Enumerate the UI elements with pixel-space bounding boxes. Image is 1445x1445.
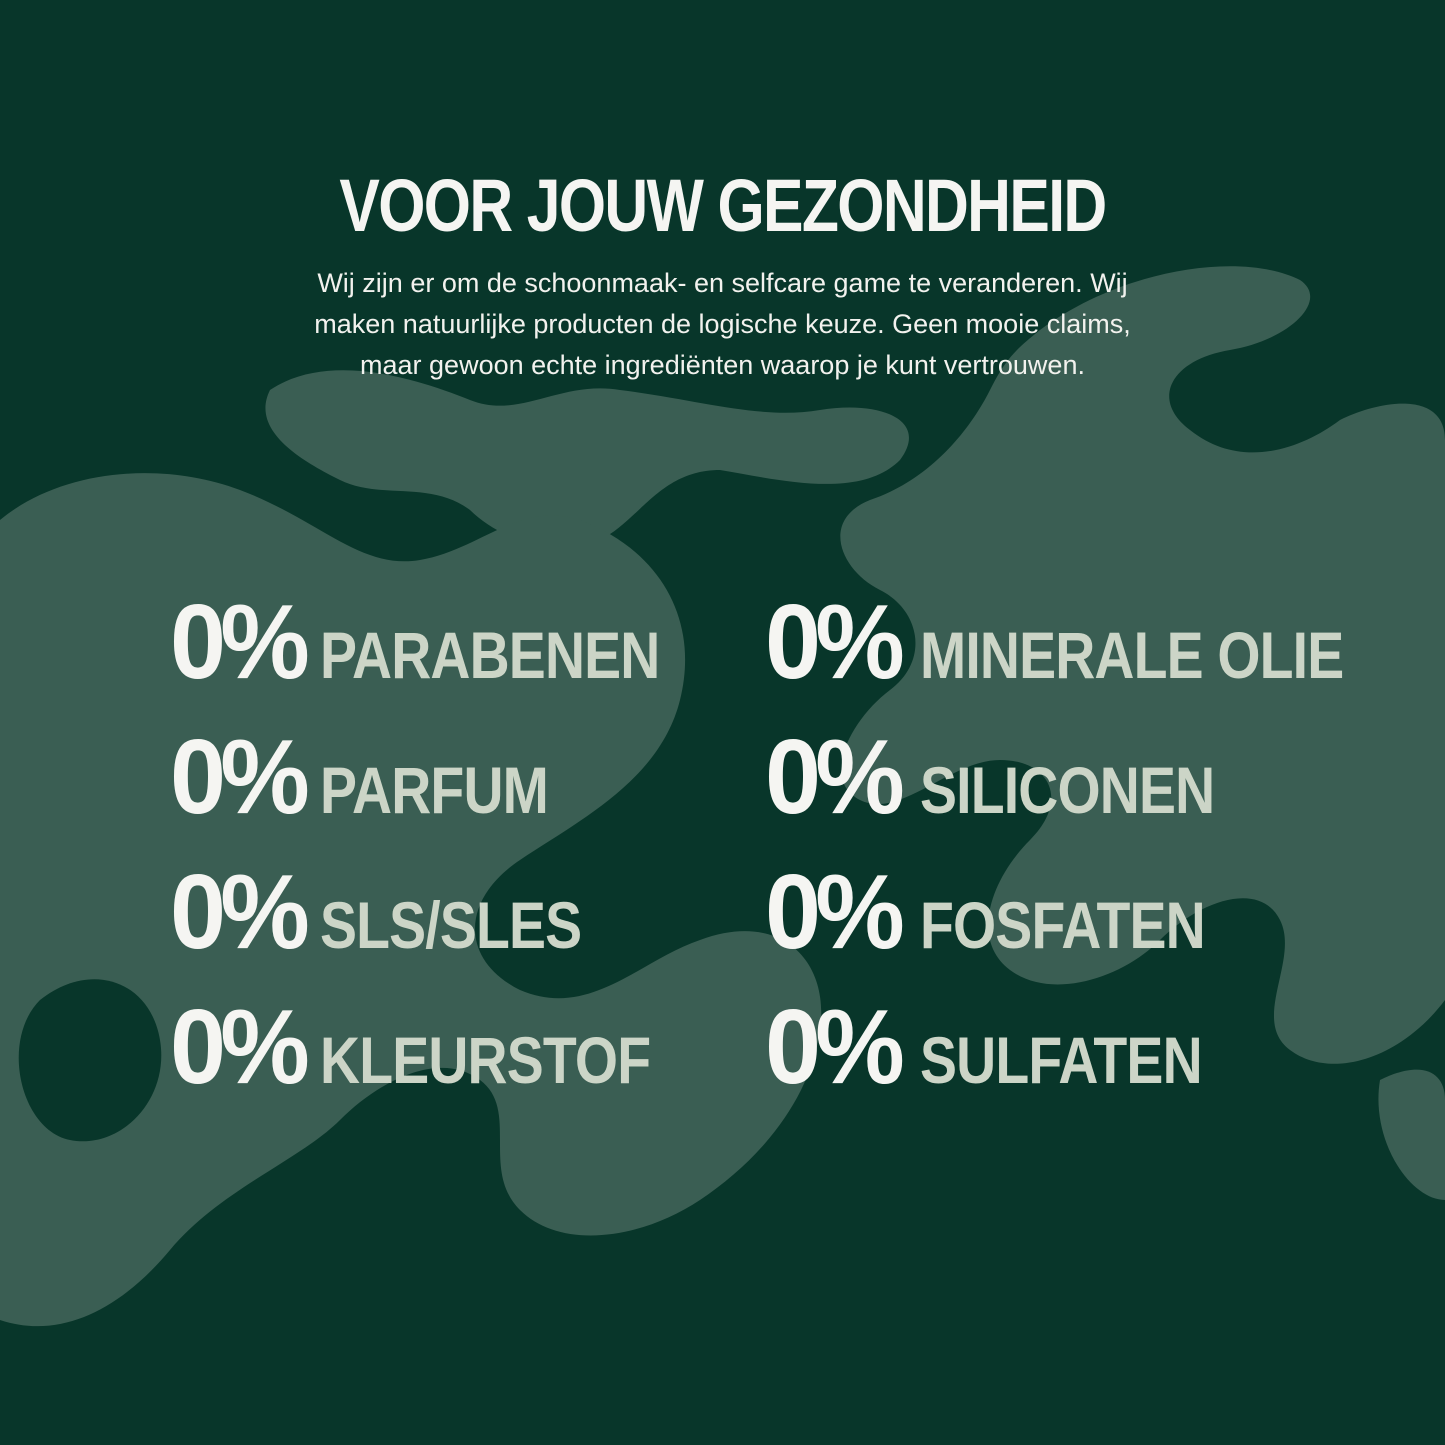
- stat-value: 0%: [170, 718, 310, 836]
- stat-parabenen: 0% PARABENEN: [170, 582, 724, 703]
- stat-value: 0%: [170, 583, 310, 701]
- stat-fosfaten: 0% FOSFATEN: [765, 852, 1259, 973]
- stat-value: 0%: [170, 988, 310, 1106]
- stat-kleurstof: 0% KLEURSTOF: [170, 987, 713, 1108]
- stat-label: MINERALE OLIE: [920, 618, 1344, 692]
- stat-label: FOSFATEN: [920, 888, 1206, 962]
- stat-sls-sles: 0% SLS/SLES: [170, 852, 631, 973]
- intro-text: Wij zijn er om de schoonmaak- en selfcar…: [200, 263, 1245, 386]
- intro-line: maar gewoon echte ingrediënten waarop je…: [360, 350, 1085, 380]
- stat-label: PARFUM: [320, 753, 549, 827]
- stat-sulfaten: 0% SULFATEN: [765, 987, 1255, 1108]
- page-title: VOOR JOUW GEZONDHEID: [339, 164, 1107, 247]
- stat-label: SILICONEN: [920, 753, 1215, 827]
- stat-value: 0%: [765, 718, 905, 836]
- stat-siliconen: 0% SILICONEN: [765, 717, 1270, 838]
- stat-label: PARABENEN: [320, 618, 660, 692]
- stat-value: 0%: [170, 853, 310, 971]
- stat-parfum: 0% PARFUM: [170, 717, 591, 838]
- stat-value: 0%: [765, 988, 905, 1106]
- stat-value: 0%: [765, 583, 905, 701]
- stat-minerale-olie: 0% MINERALE OLIE: [765, 582, 1424, 703]
- intro-line: maken natuurlijke producten de logische …: [314, 309, 1131, 339]
- stat-label: KLEURSTOF: [320, 1023, 651, 1097]
- stat-label: SLS/SLES: [320, 888, 582, 962]
- intro-line: Wij zijn er om de schoonmaak- en selfcar…: [317, 268, 1128, 298]
- stat-label: SULFATEN: [920, 1023, 1203, 1097]
- stat-value: 0%: [765, 853, 905, 971]
